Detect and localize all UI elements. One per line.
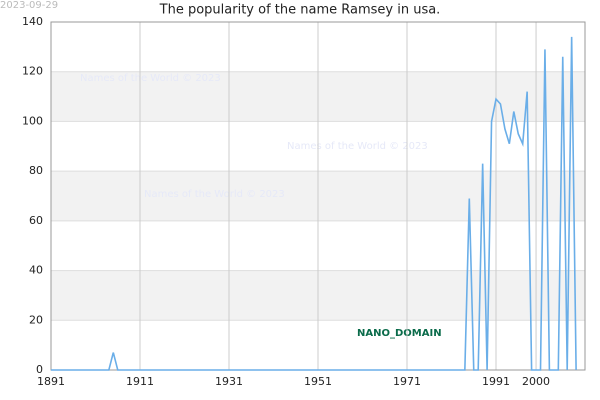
date-stamp: 2023-09-29	[0, 0, 58, 11]
x-tick-label: 1991	[482, 375, 510, 388]
y-tick-label: 100	[22, 114, 43, 127]
x-tick-label: 1891	[37, 375, 65, 388]
domain-label: NANO_DOMAIN	[357, 328, 442, 339]
watermark: Names of the World © 2023	[80, 73, 221, 84]
watermark: Names of the World © 2023	[287, 141, 428, 152]
chart-title: The popularity of the name Ramsey in usa…	[159, 3, 441, 18]
watermark: Names of the World © 2023	[144, 189, 285, 200]
x-tick-label: 1951	[304, 375, 332, 388]
x-tick-label: 1971	[393, 375, 421, 388]
y-tick-label: 0	[36, 363, 43, 376]
y-tick-label: 140	[22, 15, 43, 28]
y-tick-label: 120	[22, 65, 43, 78]
y-tick-label: 60	[29, 214, 43, 227]
x-tick-label: 1931	[215, 375, 243, 388]
line	[51, 36, 577, 371]
x-tick-label: 2000	[522, 375, 550, 388]
y-tick-label: 20	[29, 313, 43, 326]
x-tick-label: 1911	[126, 375, 154, 388]
y-tick-label: 80	[29, 164, 43, 177]
y-tick-label: 40	[29, 264, 43, 277]
